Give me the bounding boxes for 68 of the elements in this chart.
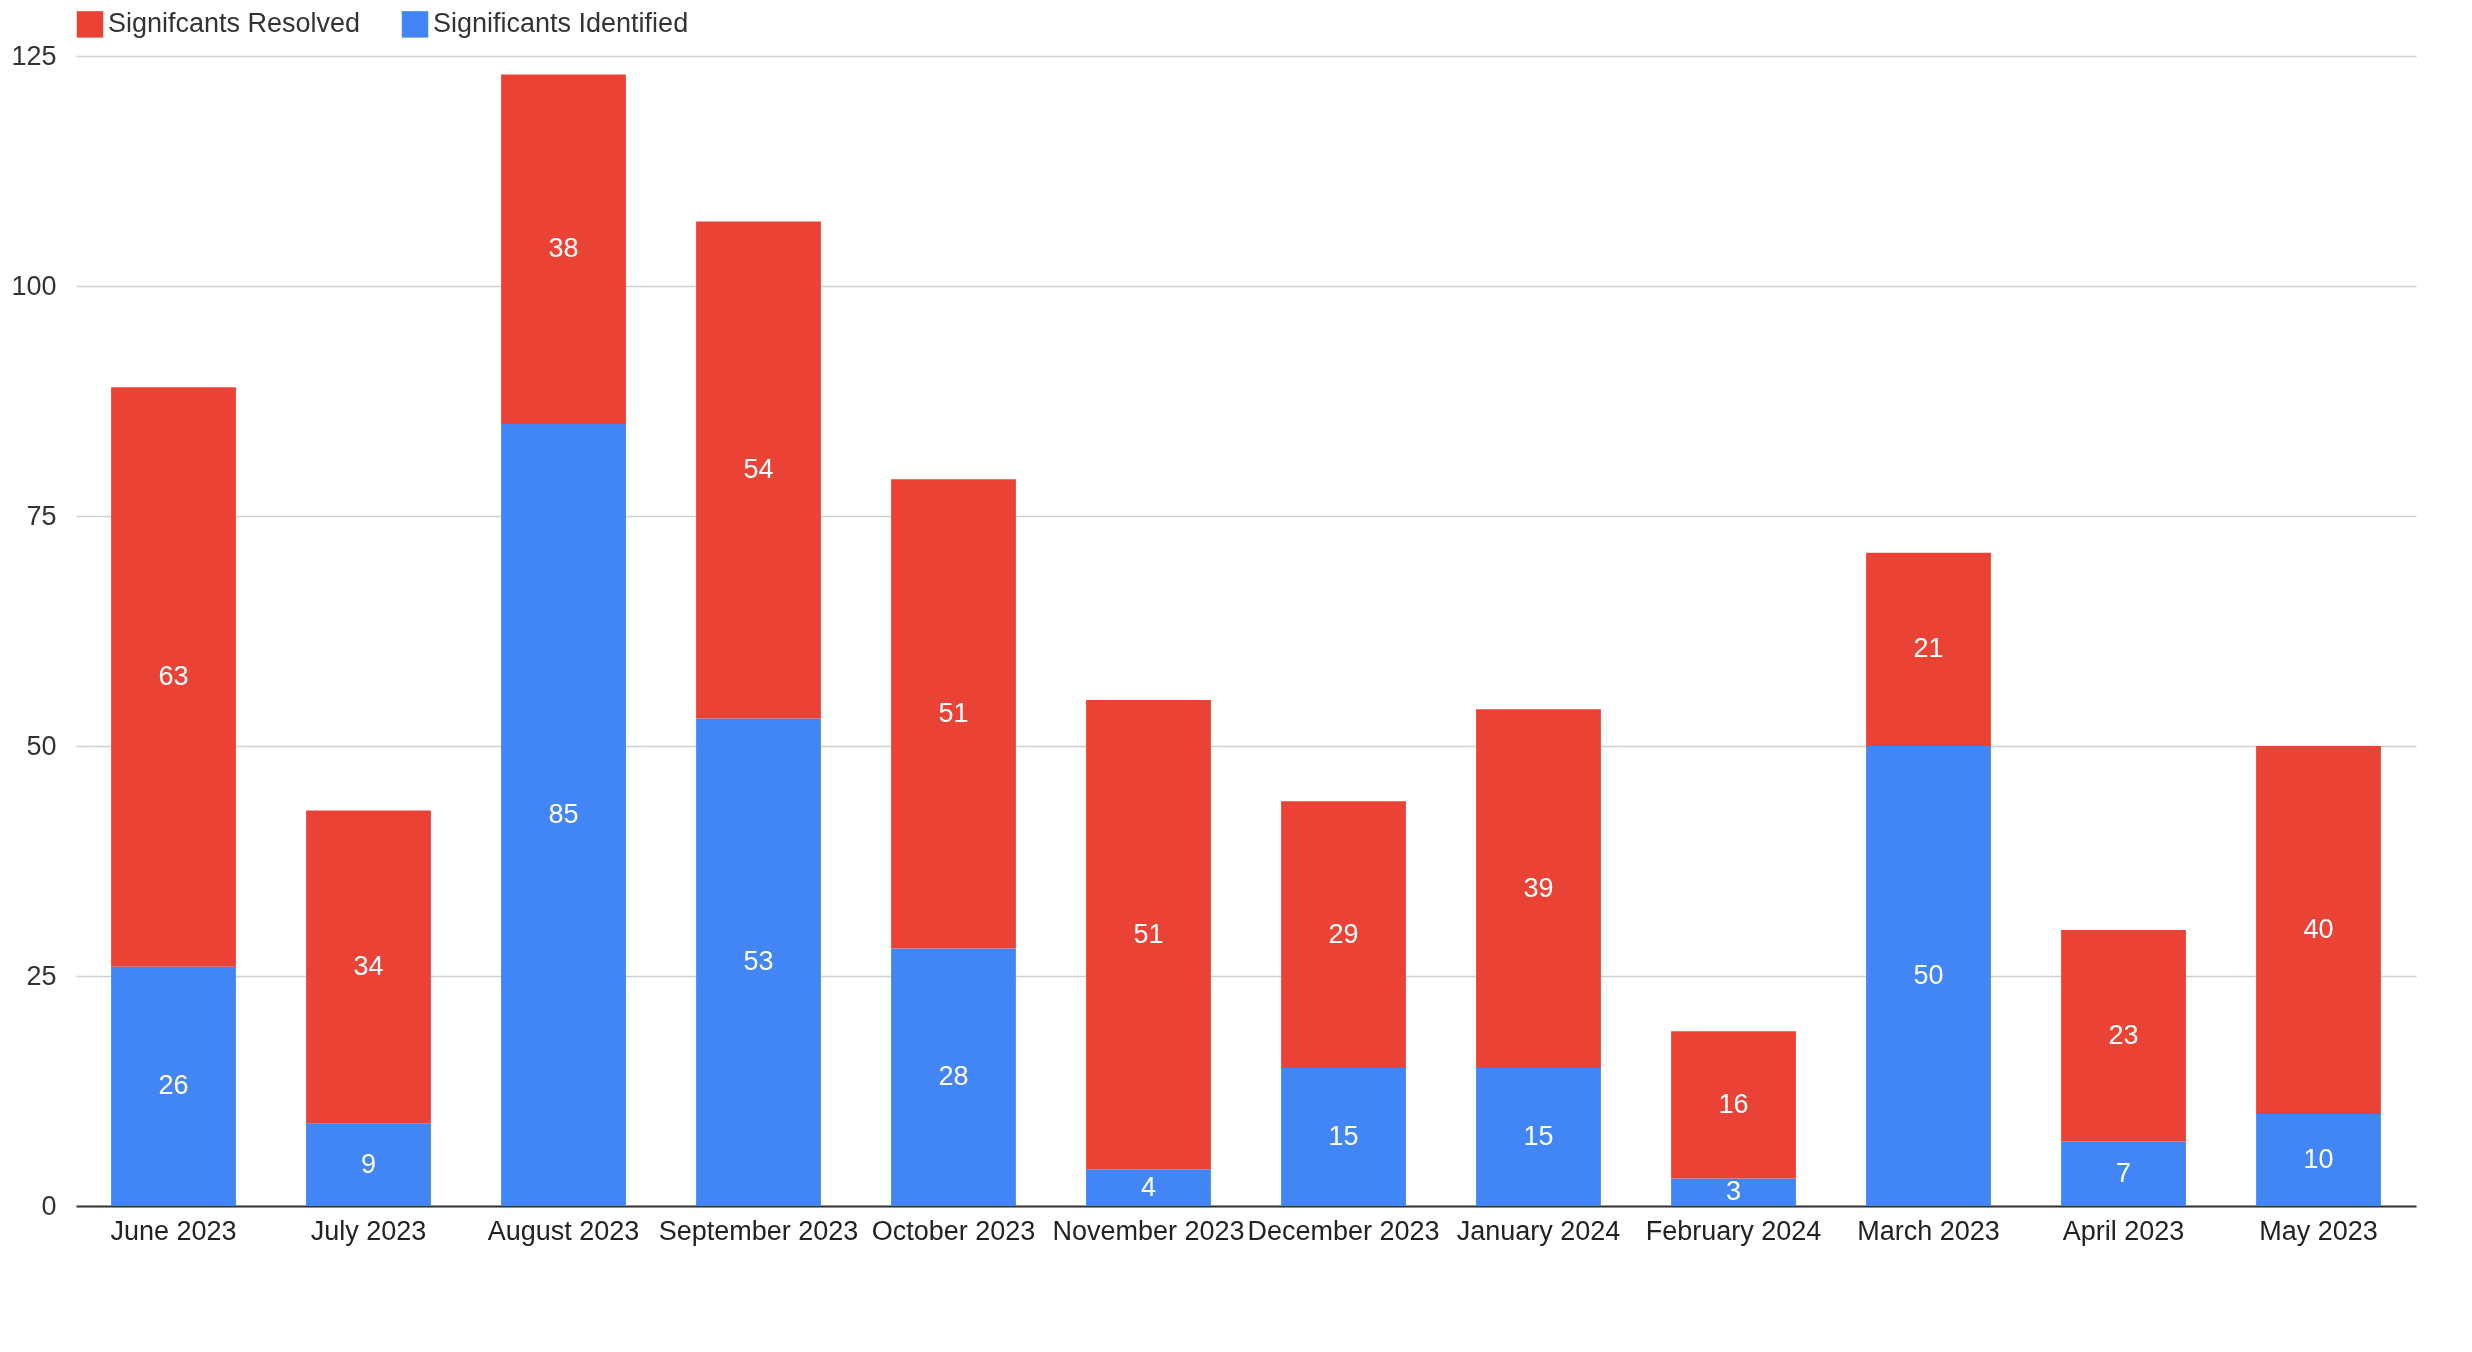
bar [1281,1068,1406,1206]
bar [1476,1068,1601,1206]
x-tick-label: September 2023 [658,1215,859,1246]
data-label: 4 [1140,1171,1157,1202]
x-tick-label: October 2023 [871,1215,1036,1246]
bar [696,718,821,1206]
x-tick-label: May 2023 [2259,1215,2378,1246]
bar [2061,930,2186,1142]
bar [1281,801,1406,1068]
data-label: 51 [938,697,969,728]
data-label: 23 [2108,1019,2139,1050]
x-tick-label: December 2023 [1247,1215,1440,1246]
bar [1671,1178,1796,1206]
y-tick-label: 75 [26,500,57,531]
data-label: 16 [1718,1088,1749,1119]
bar [1086,700,1211,1170]
bar [306,810,431,1124]
data-label: 63 [158,661,189,691]
bar [501,424,626,1206]
legend-label: Significants Identified [433,8,689,39]
bar [1866,746,1991,1206]
data-label: 34 [353,950,384,981]
bar [2256,1114,2381,1206]
y-tick-label: 50 [26,730,57,761]
bar [111,966,236,1206]
bar [2061,1141,2186,1206]
data-label: 15 [1328,1121,1359,1151]
data-label: 29 [1328,918,1359,949]
legend-label: Signifcants Resolved [108,8,361,39]
x-tick-label: July 2023 [310,1215,427,1246]
data-label: 50 [1913,960,1944,990]
data-label: 40 [2303,914,2334,944]
bar [891,948,1016,1206]
data-label: 39 [1523,872,1554,903]
data-label: 53 [743,946,774,977]
data-label: 85 [548,799,579,829]
y-tick-label: 100 [11,270,57,301]
bar [696,221,821,719]
x-tick-label: February 2024 [1645,1215,1822,1246]
data-label: 3 [1725,1176,1742,1207]
data-label: 7 [2115,1157,2132,1188]
x-tick-label: August 2023 [487,1215,640,1246]
bar [501,74,626,424]
y-tick-label: 125 [11,40,57,71]
bar [2256,746,2381,1114]
data-label: 21 [1913,633,1944,664]
data-label: 9 [360,1148,377,1179]
x-tick-label: April 2023 [2062,1215,2185,1246]
data-label: 54 [743,454,774,484]
x-tick-label: March 2023 [1857,1215,2000,1246]
data-label: 38 [548,233,579,264]
bar [1866,552,1991,746]
data-label: 28 [938,1061,969,1092]
data-label: 15 [1523,1121,1554,1151]
bar [1671,1031,1796,1179]
bar [1476,709,1601,1068]
x-tick-label: November 2023 [1052,1215,1245,1246]
data-label: 26 [158,1070,189,1101]
x-tick-label: January 2024 [1456,1215,1621,1246]
data-label: 10 [2303,1144,2334,1174]
bar [306,1123,431,1206]
x-tick-label: June 2023 [110,1215,237,1246]
bar [111,387,236,967]
y-tick-label: 25 [26,960,57,991]
y-tick-label: 0 [41,1190,57,1221]
data-label: 51 [1133,918,1164,949]
bar [891,479,1016,949]
bar [1086,1169,1211,1206]
